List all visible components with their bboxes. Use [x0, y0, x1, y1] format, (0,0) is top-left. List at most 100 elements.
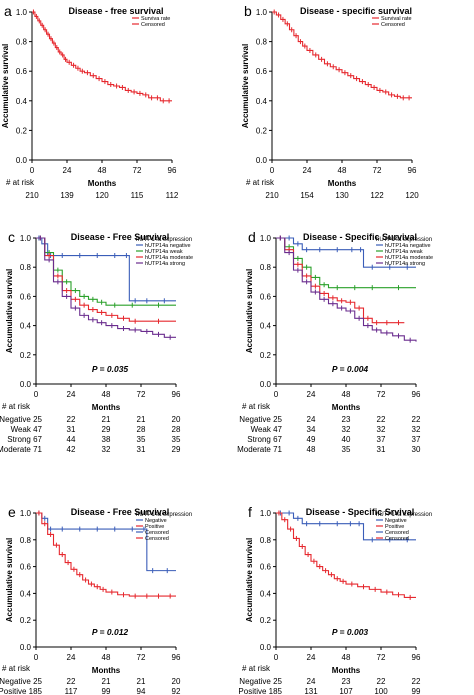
y-tick-label: 0.0 [256, 156, 268, 165]
x-tick-label: 24 [67, 653, 76, 662]
x-tick-label: 72 [137, 390, 146, 399]
legend-title: hUTP14a expression [376, 237, 432, 243]
survival-curve [272, 11, 412, 99]
y-tick-label: 0.2 [20, 351, 32, 360]
survival-curve [276, 512, 416, 541]
x-tick-label: 72 [373, 166, 382, 175]
risk-value: 122 [370, 191, 384, 200]
x-tick-label: 0 [34, 653, 39, 662]
risk-row-label: Moderate 71 [237, 445, 282, 454]
risk-value: 34 [307, 425, 316, 434]
y-tick-label: 0.0 [20, 380, 32, 389]
risk-table: # at risk Negative 25 22 21 21 20 Weak 47 31 29 2… [0, 402, 181, 454]
survival-curve [36, 512, 176, 572]
x-axis-label: Months [92, 403, 121, 412]
risk-table-label: # at risk [242, 402, 271, 411]
risk-value: 30 [412, 445, 421, 454]
y-tick-label: 0.0 [20, 643, 32, 652]
y-tick-label: 0.8 [256, 38, 268, 47]
risk-value: 38 [102, 435, 111, 444]
risk-value: 44 [67, 435, 76, 444]
legend-entry: Survival rate [381, 16, 412, 22]
x-axis-label: Months [88, 179, 117, 188]
y-tick-label: 0.0 [260, 643, 272, 652]
y-tick-label: 0.8 [260, 536, 272, 545]
risk-value: 23 [342, 415, 351, 424]
x-tick-label: 48 [98, 166, 107, 175]
risk-row-label: Positive 185 [238, 687, 282, 695]
x-tick-label: 48 [338, 166, 347, 175]
risk-row-label: Negative 25 [0, 677, 43, 686]
risk-value: 37 [412, 435, 421, 444]
y-axis-label: Accumulative survival [241, 44, 250, 128]
risk-value: 22 [412, 415, 421, 424]
x-tick-label: 0 [30, 166, 35, 175]
risk-row-label: Negative 25 [239, 677, 282, 686]
x-tick-label: 0 [34, 390, 39, 399]
risk-value: 139 [60, 191, 74, 200]
risk-table: # at risk 210 139 120 115 112 [6, 178, 179, 200]
survival-curve [276, 237, 417, 342]
x-tick-label: 0 [270, 166, 275, 175]
risk-value: 131 [304, 687, 318, 695]
risk-value: 35 [137, 435, 146, 444]
y-axis-label: Accumulative survival [245, 538, 254, 622]
risk-value: 22 [67, 677, 76, 686]
legend-entry: hUTP14a negative [385, 243, 431, 249]
risk-value: 28 [137, 425, 146, 434]
x-axis-label: Months [328, 179, 357, 188]
x-tick-label: 48 [102, 653, 111, 662]
risk-row-label: Negative 25 [0, 415, 43, 424]
legend-entry: Surviva rate [141, 16, 170, 22]
legend-entry: Negative [385, 518, 407, 524]
p-value: P = 0.003 [332, 627, 369, 637]
y-tick-label: 0.4 [20, 589, 32, 598]
x-tick-label: 0 [274, 653, 279, 662]
legend: hUTP14a expressionNegativePositiveCensor… [376, 512, 432, 542]
y-axis-label: Accumulative survival [5, 269, 14, 353]
y-tick-label: 0.6 [256, 67, 268, 76]
risk-value: 115 [131, 191, 144, 200]
legend-entry: Censored [381, 22, 405, 28]
risk-value: 92 [172, 687, 181, 695]
y-tick-label: 0.4 [260, 589, 272, 598]
y-tick-label: 0.8 [20, 536, 32, 545]
legend-entry: Censored [141, 22, 165, 28]
y-tick-label: 0.2 [256, 126, 268, 135]
x-tick-label: 24 [307, 653, 316, 662]
y-tick-label: 0.2 [260, 616, 272, 625]
x-tick-label: 72 [137, 653, 146, 662]
panel-letter: b [244, 3, 252, 19]
risk-value: 35 [172, 435, 181, 444]
risk-value: 120 [95, 191, 109, 200]
risk-value: 99 [412, 687, 421, 695]
x-axis-label: Months [332, 666, 361, 675]
chart-title: Disease - free survival [68, 6, 163, 16]
risk-value: 20 [172, 415, 181, 424]
survival-curve [32, 11, 172, 102]
y-tick-label: 0.6 [20, 292, 32, 301]
x-tick-label: 72 [377, 653, 386, 662]
risk-value: 48 [307, 445, 316, 454]
x-tick-label: 96 [412, 390, 421, 399]
risk-value: 31 [377, 445, 386, 454]
risk-value: 112 [166, 191, 179, 200]
x-axis-label: Months [332, 403, 361, 412]
y-axis-label: Accumulative survival [5, 538, 14, 622]
x-tick-label: 96 [168, 166, 177, 175]
risk-table-label: # at risk [246, 178, 275, 187]
risk-value: 31 [67, 425, 76, 434]
risk-value: 22 [377, 677, 386, 686]
risk-value: 117 [65, 687, 78, 695]
y-tick-label: 0.4 [260, 322, 272, 331]
panel-letter: e [8, 504, 16, 520]
chart-panel-c: c Disease - Free Survival 0.0 0.2 0.4 0.6 0.8 1… [0, 229, 193, 454]
y-axis-label: Accumulative survival [245, 269, 254, 353]
risk-row-label: Negative 25 [239, 415, 282, 424]
risk-value: 100 [374, 687, 388, 695]
chart-panel-f: f Disease - Specific Srvival 0.0 0.2 0.4 0.6 0… [238, 504, 432, 695]
legend-entry: hUTP14a negative [145, 243, 191, 249]
y-tick-label: 0.8 [20, 263, 32, 272]
